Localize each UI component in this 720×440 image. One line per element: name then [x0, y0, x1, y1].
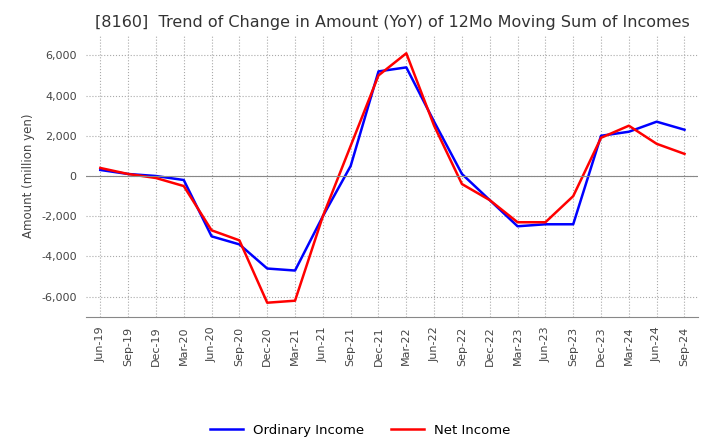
Net Income — [291, 298, 300, 303]
Line: Net Income: Net Income — [100, 53, 685, 303]
Ordinary Income — [541, 222, 550, 227]
Net Income — [179, 183, 188, 189]
Ordinary Income — [374, 69, 383, 74]
Ordinary Income — [179, 177, 188, 183]
Ordinary Income — [318, 213, 327, 219]
Net Income — [624, 123, 633, 128]
Ordinary Income — [569, 222, 577, 227]
Net Income — [207, 227, 216, 233]
Legend: Ordinary Income, Net Income: Ordinary Income, Net Income — [204, 418, 516, 440]
Net Income — [263, 300, 271, 305]
Ordinary Income — [597, 133, 606, 139]
Ordinary Income — [652, 119, 661, 125]
Net Income — [152, 176, 161, 181]
Ordinary Income — [458, 171, 467, 176]
Net Income — [374, 73, 383, 78]
Net Income — [458, 181, 467, 187]
Net Income — [597, 135, 606, 140]
Ordinary Income — [291, 268, 300, 273]
Net Income — [680, 151, 689, 157]
Net Income — [346, 143, 355, 148]
Title: [8160]  Trend of Change in Amount (YoY) of 12Mo Moving Sum of Incomes: [8160] Trend of Change in Amount (YoY) o… — [95, 15, 690, 30]
Ordinary Income — [624, 129, 633, 134]
Ordinary Income — [680, 127, 689, 132]
Net Income — [430, 123, 438, 128]
Ordinary Income — [485, 198, 494, 203]
Net Income — [402, 51, 410, 56]
Net Income — [569, 194, 577, 199]
Ordinary Income — [430, 119, 438, 125]
Net Income — [513, 220, 522, 225]
Net Income — [124, 171, 132, 176]
Net Income — [652, 141, 661, 147]
Ordinary Income — [207, 234, 216, 239]
Ordinary Income — [513, 224, 522, 229]
Ordinary Income — [96, 167, 104, 172]
Line: Ordinary Income: Ordinary Income — [100, 67, 685, 271]
Net Income — [235, 238, 243, 243]
Y-axis label: Amount (million yen): Amount (million yen) — [22, 114, 35, 238]
Ordinary Income — [152, 173, 161, 179]
Ordinary Income — [346, 163, 355, 169]
Net Income — [541, 220, 550, 225]
Net Income — [318, 213, 327, 219]
Ordinary Income — [124, 171, 132, 176]
Net Income — [96, 165, 104, 171]
Ordinary Income — [235, 242, 243, 247]
Ordinary Income — [402, 65, 410, 70]
Net Income — [485, 198, 494, 203]
Ordinary Income — [263, 266, 271, 271]
